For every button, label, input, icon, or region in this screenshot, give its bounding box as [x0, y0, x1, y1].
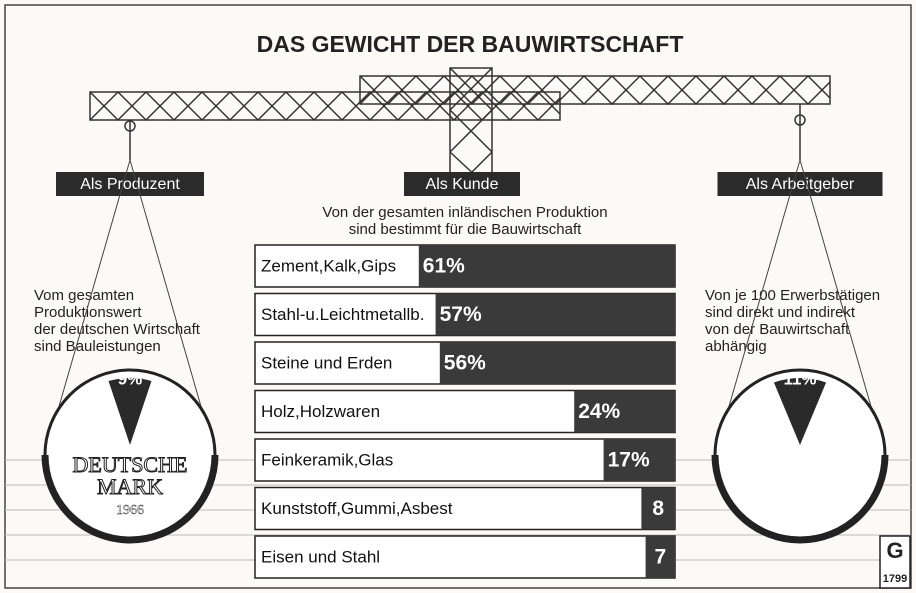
value-label: 9%	[118, 369, 143, 388]
subtitle-line: sind Bauleistungen	[34, 338, 161, 355]
subtitle-line: abhängig	[705, 338, 767, 355]
category-label: Feinkeramik,Glas	[261, 450, 393, 469]
panel-title: Als Kunde	[426, 176, 499, 193]
category-label: Eisen und Stahl	[261, 547, 380, 566]
value-label: 57%	[440, 303, 482, 326]
category-label: Holz,Holzwaren	[261, 402, 380, 421]
subtitle-line: sind direkt und indirekt	[705, 304, 856, 321]
value-label: 11%	[783, 369, 816, 388]
panel-title: Als Produzent	[80, 176, 180, 193]
value-label: 56%	[444, 352, 486, 375]
value-label: 7	[654, 546, 666, 569]
logo: G 1799	[880, 536, 910, 588]
logo-letter: G	[886, 538, 903, 563]
subtitle-line: der deutschen Wirtschaft	[34, 321, 201, 338]
logo-number: 1799	[883, 573, 907, 585]
subtitle-line: von der Bauwirtschaft	[705, 321, 850, 338]
category-label: Kunststoff,Gummi,Asbest	[261, 499, 453, 518]
subtitle-line: Vom gesamten	[34, 287, 134, 304]
category-label: Steine und Erden	[261, 353, 392, 372]
subtitle-line: Von je 100 Erwerbstätigen	[705, 287, 880, 304]
panel-title: Als Arbeitgeber	[746, 176, 855, 193]
category-label: Stahl-u.Leichtmetallb.	[261, 305, 424, 324]
value-label: 8	[652, 497, 664, 520]
value-label: 24%	[578, 400, 620, 423]
subtitle-line: Von der gesamten inländischen Produktion	[322, 204, 607, 221]
title: DAS GEWICHT DER BAUWIRTSCHAFT	[257, 31, 684, 57]
infographic: DAS GEWICHT DER BAUWIRTSCHAFT G 1799 Als…	[0, 0, 916, 593]
value-label: 61%	[423, 255, 465, 278]
subtitle-line: sind bestimmt für die Bauwirtschaft	[349, 221, 582, 238]
coin-text: 1966	[116, 503, 144, 518]
coin-text: MARK	[97, 474, 163, 499]
category-label: Zement,Kalk,Gips	[261, 256, 396, 275]
value-label: 17%	[608, 449, 650, 472]
